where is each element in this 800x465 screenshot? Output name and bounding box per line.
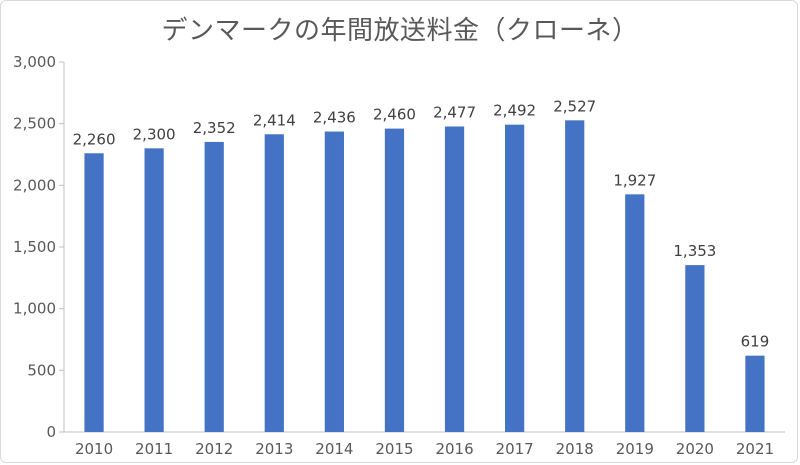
bar <box>204 141 224 433</box>
data-label: 619 <box>741 333 770 351</box>
bar <box>745 355 765 432</box>
bar <box>685 265 705 432</box>
bar <box>264 134 284 433</box>
x-tick-label: 2020 <box>676 440 714 458</box>
data-label: 2,492 <box>493 102 536 120</box>
y-tick-label: 2,000 <box>13 176 56 194</box>
data-label: 1,927 <box>613 171 656 189</box>
chart-title: デンマークの年間放送料金（クローネ） <box>161 16 639 46</box>
x-tick-label: 2018 <box>556 440 594 458</box>
data-label: 2,352 <box>193 119 236 137</box>
bar <box>565 120 585 432</box>
x-tick-label: 2016 <box>435 440 473 458</box>
x-tick-label: 2011 <box>135 440 173 458</box>
bar <box>384 128 405 432</box>
x-tick-label: 2015 <box>375 440 413 458</box>
data-label: 2,436 <box>313 109 356 127</box>
bar <box>444 126 465 433</box>
data-label: 2,460 <box>373 106 416 124</box>
x-tick-label: 2017 <box>496 440 534 458</box>
y-tick-label: 0 <box>46 423 56 441</box>
data-label: 1,353 <box>673 242 716 260</box>
y-tick-label: 2,500 <box>13 115 56 133</box>
x-tick-label: 2012 <box>195 440 233 458</box>
x-tick-label: 2014 <box>315 440 353 458</box>
bar <box>505 124 525 433</box>
x-tick-label: 2010 <box>75 440 113 458</box>
y-tick-label: 500 <box>27 361 56 379</box>
data-label: 2,260 <box>73 130 116 148</box>
x-tick-label: 2013 <box>255 440 293 458</box>
x-tick-label: 2019 <box>616 440 654 458</box>
bar <box>625 194 645 432</box>
x-tick-label: 2021 <box>736 440 774 458</box>
y-tick-label: 1,000 <box>13 300 56 318</box>
data-label: 2,414 <box>253 111 296 129</box>
bar <box>324 131 344 432</box>
data-label: 2,300 <box>133 125 176 143</box>
y-tick-label: 1,500 <box>13 238 56 256</box>
bar <box>84 153 104 432</box>
y-tick-label: 3,000 <box>13 53 56 71</box>
data-label: 2,477 <box>433 104 476 122</box>
data-label: 2,527 <box>553 97 596 115</box>
bar <box>144 148 164 433</box>
